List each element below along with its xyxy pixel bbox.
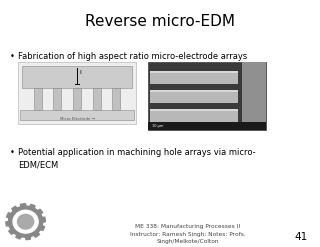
Text: •: • (10, 148, 15, 157)
Bar (150, 108, 238, 110)
Circle shape (13, 210, 38, 233)
Bar (242, 62, 266, 130)
Bar (150, 108, 238, 122)
Text: Singh/Melkote/Colton: Singh/Melkote/Colton (157, 239, 219, 244)
Bar (150, 89, 238, 103)
Bar (20, 110, 134, 120)
Text: 41: 41 (295, 232, 308, 242)
Bar (34, 88, 42, 110)
Text: l: l (79, 70, 81, 75)
Text: Reverse micro-EDM: Reverse micro-EDM (85, 15, 235, 29)
Bar (150, 70, 238, 83)
Bar (22, 66, 132, 88)
Text: Fabrication of high aspect ratio micro-electrode arrays: Fabrication of high aspect ratio micro-e… (18, 52, 247, 61)
Bar (73, 88, 81, 110)
Text: Micro Electrode →: Micro Electrode → (60, 117, 94, 121)
Bar (148, 62, 266, 130)
Text: ME 338: Manufacturing Processes II: ME 338: Manufacturing Processes II (135, 224, 241, 229)
Bar (93, 88, 101, 110)
Bar (18, 62, 136, 124)
Bar (53, 88, 61, 110)
Bar (148, 122, 266, 130)
Text: Potential application in machining hole arrays via micro-
EDM/ECM: Potential application in machining hole … (18, 148, 256, 169)
Circle shape (18, 214, 34, 229)
Bar (150, 89, 238, 91)
Polygon shape (6, 204, 45, 240)
Text: 10 μm: 10 μm (152, 124, 164, 128)
Bar (112, 88, 120, 110)
Text: •: • (10, 52, 15, 61)
Bar (150, 70, 238, 73)
Text: Instructor: Ramesh Singh; Notes: Profs.: Instructor: Ramesh Singh; Notes: Profs. (130, 232, 246, 237)
